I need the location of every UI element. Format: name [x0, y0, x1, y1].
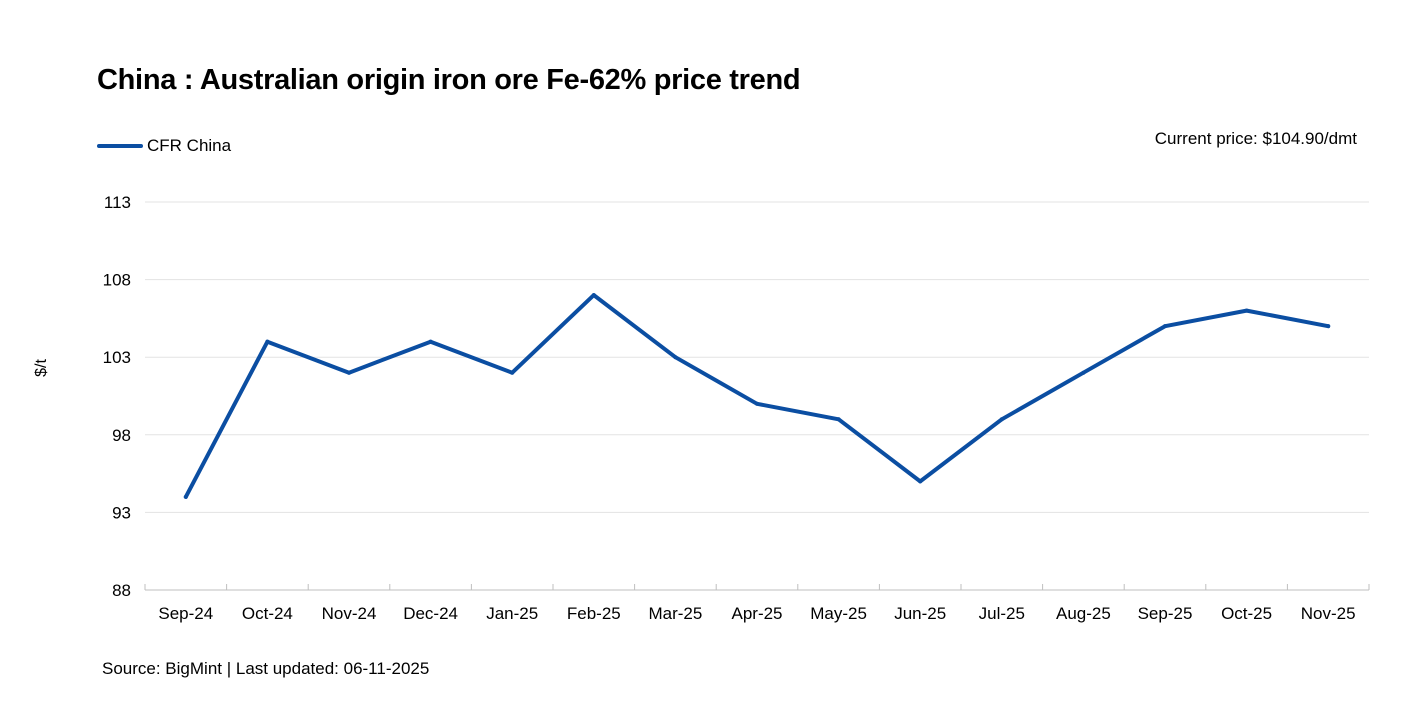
legend-swatch — [97, 144, 143, 148]
data-point — [1326, 324, 1331, 329]
series-group — [183, 293, 1331, 499]
x-tick-label: May-25 — [810, 604, 867, 623]
y-tick-label: 103 — [103, 348, 131, 367]
series-line — [183, 293, 1331, 499]
x-tick-label: Oct-25 — [1221, 604, 1272, 623]
data-point — [1163, 324, 1167, 329]
y-tick-label: 93 — [112, 503, 131, 522]
x-tick-label: Dec-24 — [403, 604, 458, 623]
x-axis — [144, 584, 1370, 591]
x-tick-label: Jan-25 — [486, 604, 538, 623]
data-point — [673, 355, 678, 360]
data-point — [918, 479, 923, 484]
x-tick-label: Jun-25 — [894, 604, 946, 623]
y-tick-label: 98 — [112, 426, 131, 445]
source-note: Source: BigMint | Last updated: 06-11-20… — [102, 659, 430, 678]
data-point — [999, 417, 1004, 422]
y-tick-label: 108 — [103, 271, 131, 290]
x-tick-label: Oct-24 — [242, 604, 293, 623]
data-point — [836, 417, 841, 422]
chart-title: China : Australian origin iron ore Fe-62… — [97, 64, 801, 96]
x-tick-label: Nov-25 — [1301, 604, 1356, 623]
y-axis-label: $/t — [33, 359, 50, 377]
current-price-annotation: Current price: $104.90/dmt — [1154, 129, 1357, 148]
y-tick-label: 113 — [104, 193, 131, 212]
data-point — [347, 370, 351, 375]
x-tick-label: Sep-25 — [1138, 604, 1193, 623]
data-point — [1081, 370, 1086, 375]
x-tick-label: Jul-25 — [979, 604, 1025, 623]
data-point — [265, 339, 270, 344]
legend-label: CFR China — [147, 136, 232, 155]
gridlines — [145, 201, 1369, 513]
data-point — [1244, 308, 1249, 313]
legend: CFR China — [97, 136, 231, 156]
y-tick-labels: 88 93 98 103 108 113 — [103, 193, 131, 600]
data-point — [428, 339, 433, 344]
data-point — [755, 401, 759, 406]
data-point — [183, 494, 188, 499]
y-tick-label: 88 — [112, 581, 131, 600]
data-point — [510, 370, 515, 375]
x-tick-label: Sep-24 — [158, 604, 213, 623]
x-tick-label: Aug-25 — [1056, 604, 1111, 623]
x-tick-label: Nov-24 — [322, 604, 377, 623]
data-point — [591, 293, 596, 298]
x-tick-label: Mar-25 — [648, 604, 702, 623]
x-tick-labels: Sep-24 Oct-24 Nov-24 Dec-24 Jan-25 Feb-25 Mar-… — [158, 604, 1355, 623]
x-tick-label: Feb-25 — [567, 604, 621, 623]
x-tick-label: Apr-25 — [731, 604, 782, 623]
